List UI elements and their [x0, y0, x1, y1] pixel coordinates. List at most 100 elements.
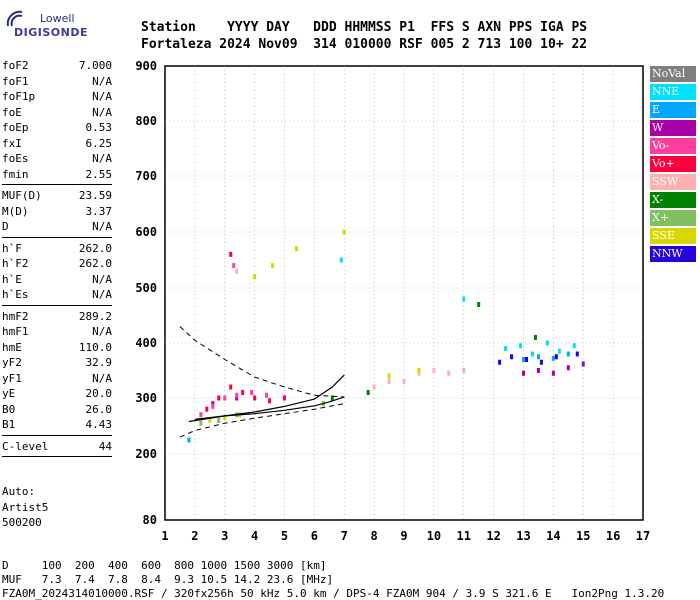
- param-value: 20.0: [85, 387, 113, 400]
- data-point: [402, 379, 406, 384]
- param-row: D N/A: [2, 219, 112, 235]
- data-point: [366, 390, 370, 395]
- trace-curve: [194, 374, 345, 420]
- x-tick-label: 12: [486, 529, 500, 543]
- data-point: [519, 343, 523, 349]
- param-value: N/A: [92, 105, 112, 119]
- data-point: [235, 268, 239, 274]
- param-label: h`F2: [2, 257, 29, 270]
- data-point: [551, 355, 555, 361]
- data-point: [539, 359, 543, 365]
- param-label: hmF1: [2, 325, 29, 338]
- data-point: [477, 302, 481, 307]
- param-value: 44: [98, 439, 112, 453]
- param-value: 23.59: [78, 189, 112, 202]
- param-label: h`E: [2, 272, 22, 286]
- y-tick-label: 900: [135, 59, 157, 73]
- param-value: N/A: [92, 325, 112, 338]
- param-row: h`E N/A: [2, 272, 112, 288]
- data-point: [522, 357, 525, 362]
- param-separator: [2, 304, 112, 306]
- auto-label: Auto:: [2, 485, 36, 498]
- x-tick-label: 2: [191, 529, 198, 543]
- x-tick-label: 6: [311, 529, 318, 543]
- data-point: [211, 403, 215, 409]
- legend-item-vo-: Vo+: [650, 156, 696, 172]
- data-point: [229, 384, 233, 390]
- param-value: 6.25: [85, 136, 113, 150]
- data-point: [545, 340, 549, 346]
- param-row: hmF2 289.2: [2, 309, 112, 325]
- y-tick-label: 200: [135, 447, 157, 461]
- logo-text-lowell: Lowell: [40, 12, 75, 25]
- param-row: foE N/A: [2, 105, 112, 121]
- param-label: h`Es: [2, 288, 29, 301]
- param-label: foF2: [2, 59, 29, 72]
- y-tick-label: 500: [135, 281, 157, 295]
- data-point: [268, 398, 272, 404]
- param-label: h`F: [2, 241, 22, 255]
- param-value: 289.2: [78, 309, 112, 323]
- param-label: yF1: [2, 371, 22, 385]
- x-tick-label: 9: [400, 529, 407, 543]
- data-point: [241, 390, 245, 395]
- y-tick-label: 80: [143, 513, 157, 527]
- param-separator: [2, 184, 112, 185]
- data-point: [510, 354, 514, 360]
- param-label: yE: [2, 387, 16, 400]
- legend-item-sse: SSE: [650, 228, 696, 244]
- param-label: B1: [2, 418, 16, 431]
- x-tick-label: 11: [457, 529, 471, 543]
- param-value: 262.0: [78, 241, 112, 255]
- polarization-legend: NoVal NNE E W Vo- Vo+ SSW X- X+ SSE NNW: [650, 66, 696, 264]
- param-row: C-level 44: [2, 439, 112, 455]
- param-value: 32.9: [85, 356, 113, 369]
- param-label: foEs: [2, 152, 29, 165]
- footer-muf-row: MUF 7.3 7.4 7.8 8.4 9.3 10.5 14.2 23.6 […: [2, 573, 334, 586]
- param-label: fxI: [2, 136, 22, 150]
- data-point: [199, 412, 203, 418]
- data-point: [232, 263, 236, 269]
- data-point: [253, 395, 257, 401]
- auto-program: Artist5: [2, 500, 49, 514]
- param-row: M(D) 3.37: [2, 204, 112, 220]
- data-point: [530, 351, 534, 357]
- profile-dashed-curve: [179, 326, 345, 398]
- data-point: [235, 395, 239, 401]
- param-row: h`F2 262.0: [2, 256, 112, 272]
- data-point: [283, 395, 286, 401]
- param-value: N/A: [92, 152, 112, 165]
- param-value: 110.0: [78, 340, 112, 354]
- data-point: [223, 415, 227, 421]
- param-value: 2.55: [85, 167, 113, 181]
- param-value: N/A: [92, 90, 112, 103]
- param-label: yF2: [2, 356, 22, 369]
- data-point: [342, 229, 346, 235]
- param-label: MUF(D): [2, 189, 42, 202]
- legend-item-x-: X-: [650, 192, 696, 208]
- param-row: hmF1 N/A: [2, 324, 112, 340]
- param-row: yF2 32.9: [2, 355, 112, 371]
- param-value: N/A: [92, 74, 112, 88]
- scaled-parameters-panel: foF2 7.000 foF1 N/A foF1p N/A foE N/A foEp 0.53 fx…: [2, 58, 112, 457]
- y-tick-label: 700: [135, 169, 157, 183]
- param-value: N/A: [92, 220, 112, 233]
- x-tick-label: 10: [427, 529, 441, 543]
- data-point: [339, 257, 343, 263]
- data-point: [199, 420, 203, 426]
- param-value: N/A: [92, 288, 112, 301]
- data-point: [447, 370, 451, 376]
- data-point: [229, 251, 233, 257]
- param-value: 0.53: [85, 121, 113, 134]
- x-tick-label: 14: [546, 529, 560, 543]
- param-label: hmE: [2, 340, 22, 354]
- x-tick-label: 7: [341, 529, 348, 543]
- param-row: foF1 N/A: [2, 74, 112, 90]
- param-row: h`Es N/A: [2, 287, 112, 303]
- data-point: [235, 392, 239, 398]
- param-row: fmin 2.55: [2, 167, 112, 183]
- param-label: foEp: [2, 121, 29, 134]
- param-row: fxI 6.25: [2, 136, 112, 152]
- param-row: yE 20.0: [2, 386, 112, 402]
